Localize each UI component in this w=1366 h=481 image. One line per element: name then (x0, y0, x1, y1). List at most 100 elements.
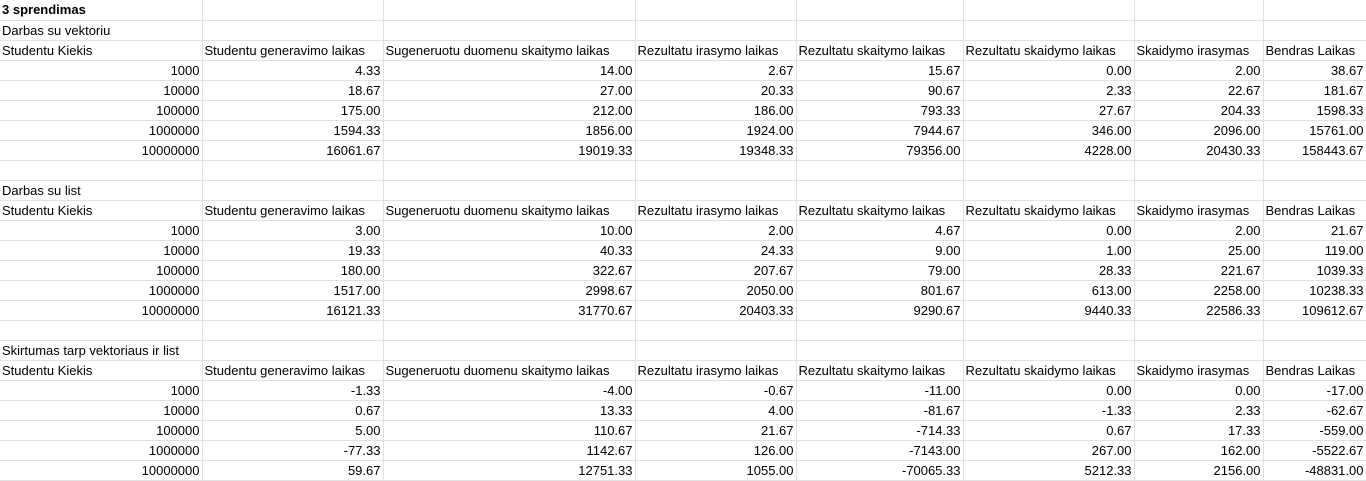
value-cell[interactable]: 0.00 (963, 60, 1135, 81)
value-cell[interactable]: 13.33 (383, 400, 636, 421)
spreadsheet-cell[interactable] (635, 160, 797, 181)
column-header[interactable]: Bendras Laikas (1263, 360, 1366, 381)
value-cell[interactable]: 22.67 (1134, 80, 1264, 101)
student-count-cell[interactable]: 1000000 (0, 120, 203, 141)
value-cell[interactable]: -559.00 (1263, 420, 1366, 441)
value-cell[interactable]: 267.00 (963, 440, 1135, 461)
value-cell[interactable]: 1924.00 (635, 120, 797, 141)
spreadsheet-cell[interactable] (383, 160, 636, 181)
value-cell[interactable]: 158443.67 (1263, 140, 1366, 161)
spreadsheet-cell[interactable] (635, 0, 797, 21)
value-cell[interactable]: 16061.67 (202, 140, 384, 161)
student-count-cell[interactable]: 10000000 (0, 460, 203, 481)
student-count-cell[interactable]: 1000000 (0, 440, 203, 461)
value-cell[interactable]: 10.00 (383, 220, 636, 241)
value-cell[interactable]: 2.67 (635, 60, 797, 81)
spreadsheet-cell[interactable] (1263, 180, 1366, 201)
column-header[interactable]: Rezultatu skaitymo laikas (796, 200, 964, 221)
student-count-cell[interactable]: 1000 (0, 220, 203, 241)
value-cell[interactable]: 1.00 (963, 240, 1135, 261)
spreadsheet-cell[interactable] (1134, 0, 1264, 21)
value-cell[interactable]: -77.33 (202, 440, 384, 461)
spreadsheet-cell[interactable] (202, 0, 384, 21)
column-header[interactable]: Rezultatu irasymo laikas (635, 40, 797, 61)
value-cell[interactable]: 180.00 (202, 260, 384, 281)
column-header[interactable]: Rezultatu skaidymo laikas (963, 360, 1135, 381)
section-label[interactable]: Skirtumas tarp vektoriaus ir list (0, 340, 203, 361)
spreadsheet-cell[interactable] (1263, 160, 1366, 181)
value-cell[interactable]: -11.00 (796, 380, 964, 401)
column-header[interactable]: Sugeneruotu duomenu skaitymo laikas (383, 40, 636, 61)
column-header[interactable]: Bendras Laikas (1263, 40, 1366, 61)
value-cell[interactable]: 1142.67 (383, 440, 636, 461)
student-count-cell[interactable]: 10000000 (0, 300, 203, 321)
value-cell[interactable]: 126.00 (635, 440, 797, 461)
spreadsheet-cell[interactable] (0, 320, 203, 341)
column-header[interactable]: Rezultatu skaidymo laikas (963, 200, 1135, 221)
column-header[interactable]: Bendras Laikas (1263, 200, 1366, 221)
column-header[interactable]: Studentu Kiekis (0, 40, 203, 61)
value-cell[interactable]: 2050.00 (635, 280, 797, 301)
column-header[interactable]: Rezultatu skaitymo laikas (796, 40, 964, 61)
value-cell[interactable]: 4.00 (635, 400, 797, 421)
student-count-cell[interactable]: 1000000 (0, 280, 203, 301)
spreadsheet-cell[interactable] (963, 160, 1135, 181)
spreadsheet-cell[interactable] (1263, 0, 1366, 21)
spreadsheet-cell[interactable] (963, 0, 1135, 21)
column-header[interactable]: Sugeneruotu duomenu skaitymo laikas (383, 200, 636, 221)
spreadsheet-cell[interactable] (1134, 160, 1264, 181)
column-header[interactable]: Studentu generavimo laikas (202, 200, 384, 221)
sheet-title[interactable]: 3 sprendimas (0, 0, 203, 21)
value-cell[interactable]: 793.33 (796, 100, 964, 121)
spreadsheet-cell[interactable] (963, 20, 1135, 41)
spreadsheet-cell[interactable] (635, 180, 797, 201)
value-cell[interactable]: 79.00 (796, 260, 964, 281)
spreadsheet-cell[interactable] (383, 320, 636, 341)
column-header[interactable]: Studentu generavimo laikas (202, 40, 384, 61)
spreadsheet-cell[interactable] (0, 160, 203, 181)
value-cell[interactable]: 14.00 (383, 60, 636, 81)
spreadsheet-cell[interactable] (796, 180, 964, 201)
value-cell[interactable]: 38.67 (1263, 60, 1366, 81)
value-cell[interactable]: 3.00 (202, 220, 384, 241)
spreadsheet-cell[interactable] (202, 160, 384, 181)
value-cell[interactable]: 613.00 (963, 280, 1135, 301)
value-cell[interactable]: -7143.00 (796, 440, 964, 461)
value-cell[interactable]: -17.00 (1263, 380, 1366, 401)
value-cell[interactable]: -48831.00 (1263, 460, 1366, 481)
value-cell[interactable]: 207.67 (635, 260, 797, 281)
spreadsheet-cell[interactable] (963, 320, 1135, 341)
value-cell[interactable]: 204.33 (1134, 100, 1264, 121)
student-count-cell[interactable]: 1000 (0, 380, 203, 401)
student-count-cell[interactable]: 10000 (0, 400, 203, 421)
value-cell[interactable]: 21.67 (1263, 220, 1366, 241)
value-cell[interactable]: 31770.67 (383, 300, 636, 321)
value-cell[interactable]: 28.33 (963, 260, 1135, 281)
value-cell[interactable]: 2.00 (1134, 220, 1264, 241)
spreadsheet-cell[interactable] (383, 180, 636, 201)
spreadsheet-cell[interactable] (796, 320, 964, 341)
spreadsheet-cell[interactable] (202, 180, 384, 201)
value-cell[interactable]: 0.00 (963, 220, 1135, 241)
value-cell[interactable]: 90.67 (796, 80, 964, 101)
student-count-cell[interactable]: 1000 (0, 60, 203, 81)
value-cell[interactable]: 119.00 (1263, 240, 1366, 261)
value-cell[interactable]: 0.00 (1134, 380, 1264, 401)
value-cell[interactable]: 17.33 (1134, 420, 1264, 441)
spreadsheet-cell[interactable] (1263, 320, 1366, 341)
spreadsheet-cell[interactable] (1263, 340, 1366, 361)
spreadsheet-cell[interactable] (796, 20, 964, 41)
spreadsheet-cell[interactable] (1134, 180, 1264, 201)
value-cell[interactable]: 4.33 (202, 60, 384, 81)
value-cell[interactable]: 20430.33 (1134, 140, 1264, 161)
value-cell[interactable]: 2258.00 (1134, 280, 1264, 301)
spreadsheet-cell[interactable] (383, 20, 636, 41)
spreadsheet-cell[interactable] (963, 180, 1135, 201)
value-cell[interactable]: 1594.33 (202, 120, 384, 141)
value-cell[interactable]: 15.67 (796, 60, 964, 81)
value-cell[interactable]: 2.33 (1134, 400, 1264, 421)
value-cell[interactable]: 5212.33 (963, 460, 1135, 481)
value-cell[interactable]: 175.00 (202, 100, 384, 121)
value-cell[interactable]: 1517.00 (202, 280, 384, 301)
spreadsheet-cell[interactable] (963, 340, 1135, 361)
